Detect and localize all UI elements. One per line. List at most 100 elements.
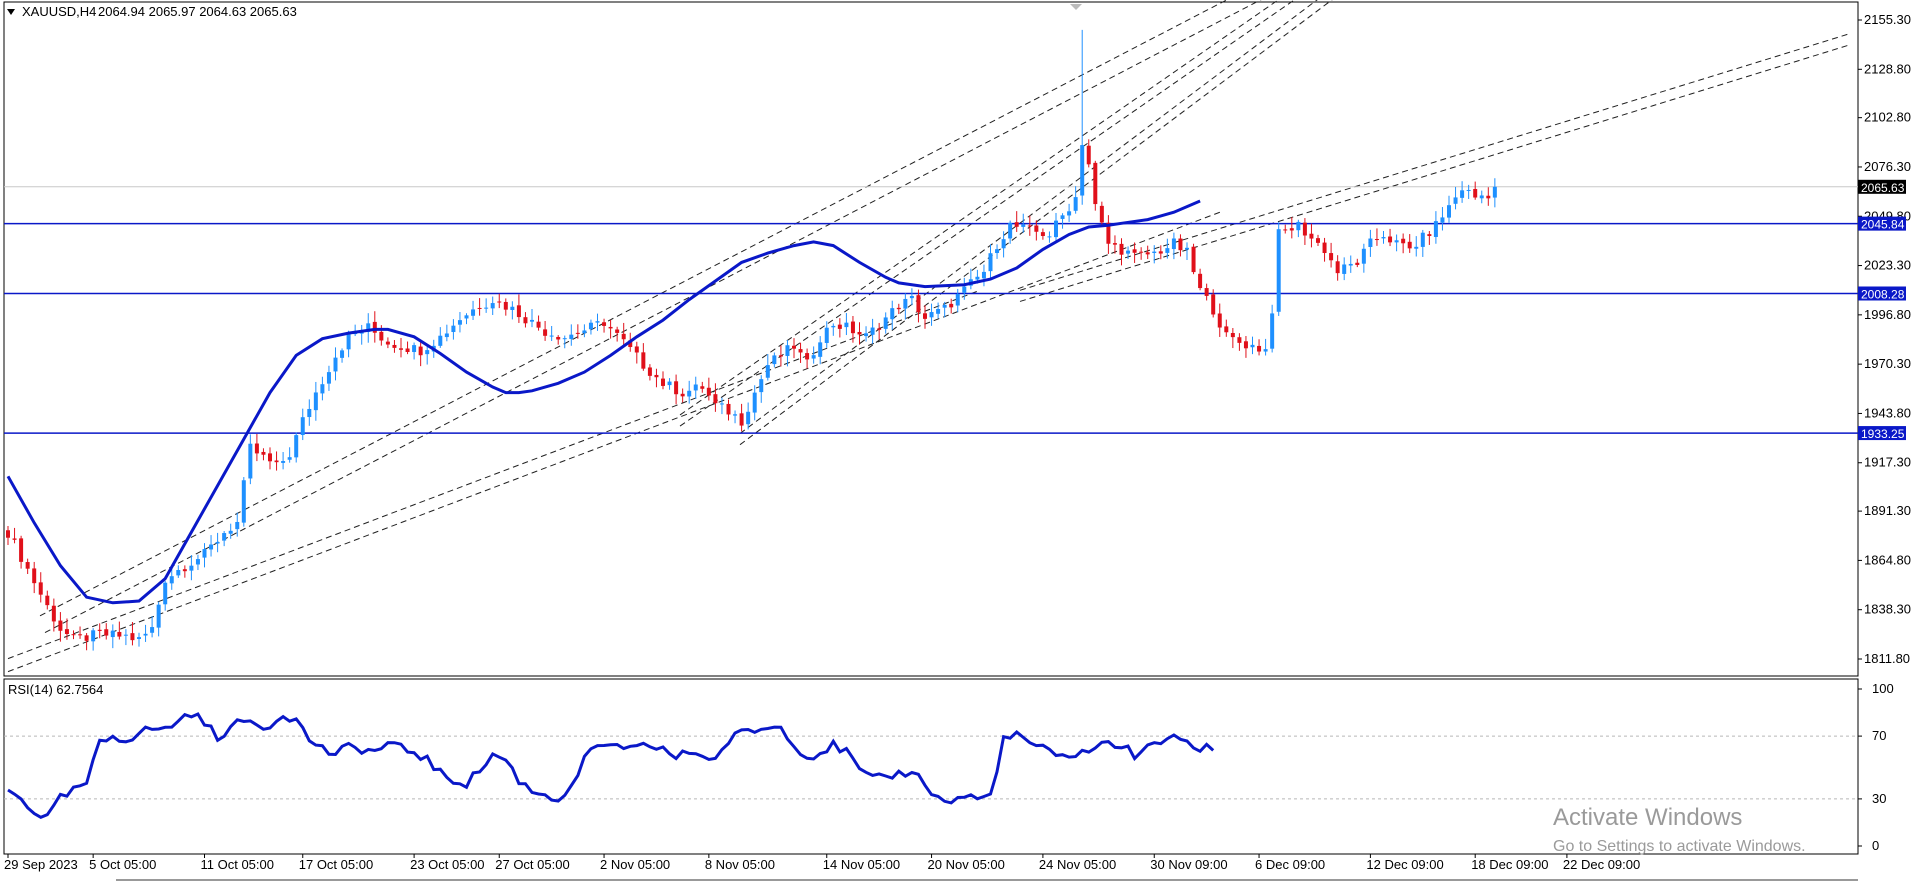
trend-line bbox=[739, 0, 1318, 434]
candle-body bbox=[32, 568, 37, 584]
candle-body bbox=[333, 357, 338, 372]
candle-body bbox=[628, 340, 633, 348]
candle-body bbox=[824, 327, 829, 343]
price-tick-label: 2128.80 bbox=[1864, 61, 1911, 76]
trend-line bbox=[1019, 33, 1851, 291]
price-axis: 2155.302128.802102.802076.302049.802023.… bbox=[1858, 12, 1911, 666]
candle-body bbox=[457, 320, 462, 325]
candle-body bbox=[1145, 252, 1150, 255]
price-tick-label: 2023.30 bbox=[1864, 258, 1911, 273]
candle-body bbox=[1479, 195, 1484, 199]
price-tick-label: 1838.30 bbox=[1864, 602, 1911, 617]
price-panel-frame bbox=[3, 1, 1859, 677]
candlesticks bbox=[6, 29, 1497, 651]
moving-average-line bbox=[6, 199, 1201, 605]
candle-body bbox=[995, 249, 1000, 254]
candle-body bbox=[189, 565, 194, 571]
candle-body bbox=[1152, 251, 1157, 253]
candle-body bbox=[929, 312, 934, 318]
candle-body bbox=[1243, 341, 1248, 349]
candle-body bbox=[1139, 251, 1144, 253]
candle-body bbox=[6, 530, 10, 538]
candle-body bbox=[942, 304, 947, 308]
candle-body bbox=[523, 317, 528, 324]
candle-body bbox=[575, 332, 580, 334]
candle-body bbox=[1270, 313, 1275, 349]
candle-body bbox=[1433, 221, 1438, 238]
candle-body bbox=[261, 451, 266, 455]
candle-body bbox=[556, 336, 561, 340]
candle-body bbox=[51, 605, 56, 622]
candle-body bbox=[530, 319, 534, 322]
candle-body bbox=[641, 352, 646, 369]
candle-body bbox=[674, 381, 679, 395]
candle-body bbox=[300, 417, 305, 435]
candle-body bbox=[137, 637, 141, 639]
candle-body bbox=[569, 334, 574, 339]
candle-body bbox=[84, 635, 89, 641]
candle-body bbox=[320, 384, 325, 394]
candle-body bbox=[209, 544, 214, 550]
candle-body bbox=[412, 345, 417, 353]
candle-body bbox=[844, 322, 849, 328]
candle-body bbox=[399, 348, 403, 350]
candle-body bbox=[543, 329, 548, 336]
candle-body bbox=[1388, 236, 1393, 243]
candle-body bbox=[1486, 195, 1491, 199]
price-tick-label: 1943.80 bbox=[1864, 405, 1911, 420]
time-tick-label: 30 Nov 09:00 bbox=[1150, 857, 1227, 872]
level-label: 1933.25 bbox=[1861, 427, 1905, 441]
candle-body bbox=[1361, 248, 1366, 264]
candle-body bbox=[215, 541, 220, 544]
candle-body bbox=[719, 403, 724, 405]
scroll-shift-marker-icon[interactable] bbox=[1070, 4, 1082, 10]
candle-body bbox=[268, 453, 272, 462]
time-axis: 29 Sep 2023 5 Oct 05:00 11 Oct 05:00 17 Oct… bbox=[4, 854, 1640, 872]
candle-body bbox=[1237, 337, 1242, 343]
candle-body bbox=[78, 634, 83, 636]
candle-body bbox=[1047, 236, 1052, 238]
activate-windows-title: Activate Windows bbox=[1553, 804, 1742, 831]
candle-body bbox=[726, 403, 731, 415]
candle-body bbox=[909, 295, 914, 299]
candle-body bbox=[1492, 186, 1497, 198]
candle-body bbox=[169, 576, 174, 584]
candle-body bbox=[1440, 217, 1445, 223]
candle-body bbox=[294, 435, 299, 458]
candle-body bbox=[1008, 222, 1013, 239]
candle-body bbox=[831, 325, 836, 328]
candle-body bbox=[1250, 344, 1255, 348]
candle-body bbox=[1407, 241, 1412, 249]
candle-body bbox=[1198, 273, 1203, 289]
candle-body bbox=[621, 333, 626, 340]
trend-line bbox=[739, 0, 1333, 446]
price-tick-label: 1996.80 bbox=[1864, 307, 1911, 322]
price-tick-label: 2102.80 bbox=[1864, 110, 1911, 125]
candle-body bbox=[1191, 246, 1196, 273]
candle-body bbox=[405, 348, 410, 353]
candle-body bbox=[713, 394, 718, 404]
time-tick-label: 22 Dec 09:00 bbox=[1563, 857, 1640, 872]
candle-body bbox=[1329, 253, 1334, 261]
candle-body bbox=[156, 604, 161, 628]
candle-body bbox=[254, 443, 259, 454]
time-tick-label: 29 Sep 2023 bbox=[4, 857, 78, 872]
candle-body bbox=[444, 333, 449, 338]
candle-body bbox=[163, 582, 168, 605]
candle-body bbox=[1263, 349, 1268, 352]
rsi-line bbox=[7, 712, 1215, 819]
candle-body bbox=[1014, 222, 1019, 227]
candle-body bbox=[64, 629, 69, 635]
horizontal-levels bbox=[4, 222, 1858, 434]
price-tick-label: 2155.30 bbox=[1864, 12, 1911, 27]
candle-body bbox=[97, 629, 102, 631]
candle-body bbox=[1040, 232, 1045, 237]
candle-body bbox=[150, 627, 155, 633]
candle-body bbox=[248, 443, 253, 479]
candle-body bbox=[1368, 238, 1373, 248]
symbol-menu-triangle-icon[interactable] bbox=[7, 9, 15, 15]
candle-body bbox=[1001, 239, 1006, 249]
trend-line bbox=[679, 0, 1296, 427]
ohlc-values: 2064.94 2065.97 2064.63 2065.63 bbox=[98, 4, 297, 19]
